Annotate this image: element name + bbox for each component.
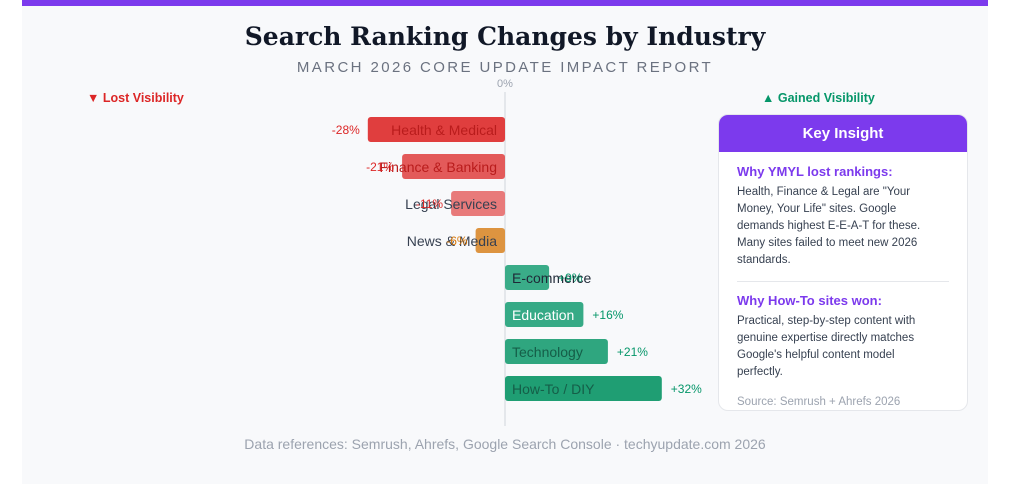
footer-references: Data references: Semrush, Ahrefs, Google… — [244, 436, 766, 452]
value-label-6: +21% — [617, 345, 648, 359]
category-label-4: E-commerce — [512, 270, 592, 286]
legend-gained-visibility: ▲ Gained Visibility — [762, 91, 875, 105]
bar-3 — [475, 228, 505, 253]
category-label-7: How-To / DIY — [512, 381, 595, 397]
value-label-3: -6% — [446, 234, 468, 248]
category-label-2: Legal Services — [405, 196, 497, 212]
bar-6 — [505, 339, 608, 364]
value-label-2: -11% — [416, 197, 443, 211]
insight-ymyl-title: Why YMYL lost rankings: — [737, 164, 893, 179]
value-label-4: +9% — [558, 271, 583, 285]
category-label-6: Technology — [512, 344, 583, 360]
bar-5 — [505, 302, 584, 327]
accent-top-bar — [22, 0, 988, 6]
insight-divider — [737, 281, 949, 282]
bar-7 — [505, 376, 662, 401]
category-label-5: Education — [512, 307, 574, 323]
page-title: Search Ranking Changes by Industry — [244, 22, 766, 51]
insight-howto-text: Practical, step-by-step content with gen… — [737, 315, 916, 378]
bar-2 — [451, 191, 505, 216]
insight-source: Source: Semrush + Ahrefs 2026 — [737, 396, 901, 408]
category-label-1: Finance & Banking — [379, 159, 497, 175]
value-label-5: +16% — [592, 308, 623, 322]
key-insight-card: Key Insight Why YMYL lost rankings: Heal… — [718, 114, 968, 411]
value-label-0: -28% — [332, 123, 360, 137]
bar-4 — [505, 265, 550, 290]
zero-axis-label: 0% — [497, 78, 513, 90]
key-insight-heading: Key Insight — [719, 115, 967, 152]
value-label-7: +32% — [671, 382, 702, 396]
category-label-0: Health & Medical — [391, 122, 497, 138]
insight-ymyl-text: Health, Finance & Legal are "Your Money,… — [737, 186, 921, 266]
insight-howto-title: Why How-To sites won: — [737, 293, 882, 308]
bar-0 — [367, 117, 505, 142]
legend-lost-visibility: ▼ Lost Visibility — [87, 91, 184, 105]
category-label-3: News & Media — [407, 233, 497, 249]
value-label-1: -21% — [366, 160, 394, 174]
page-subtitle: MARCH 2026 CORE UPDATE IMPACT REPORT — [296, 59, 714, 76]
bar-1 — [402, 154, 505, 179]
